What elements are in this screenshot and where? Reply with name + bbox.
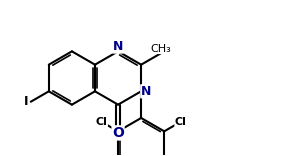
Text: Cl: Cl — [175, 117, 187, 127]
Text: O: O — [112, 126, 124, 140]
Text: I: I — [24, 95, 28, 108]
Text: N: N — [113, 40, 123, 53]
Text: CH₃: CH₃ — [151, 44, 171, 54]
Text: N: N — [141, 85, 151, 98]
Text: Cl: Cl — [95, 117, 107, 127]
